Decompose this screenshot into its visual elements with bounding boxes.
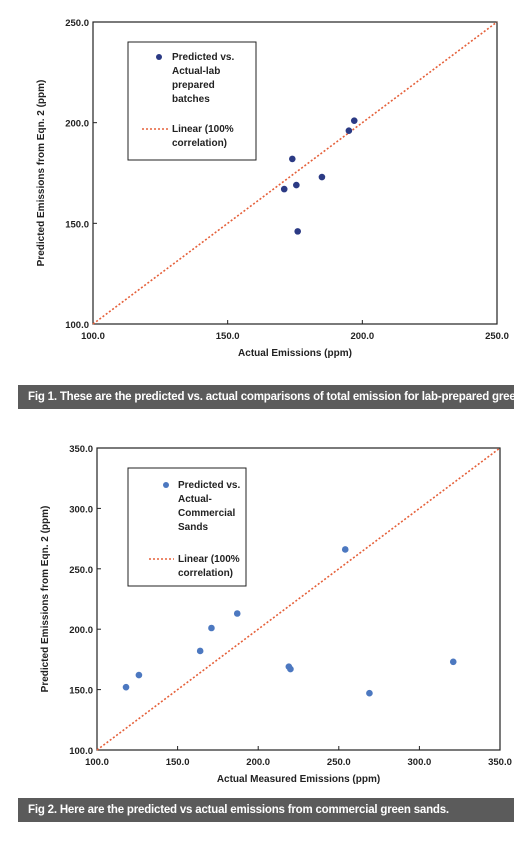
data-point (318, 173, 326, 181)
y-tick-label: 150.0 (69, 686, 93, 697)
legend-label-line: correlation) (172, 138, 227, 149)
data-point (287, 665, 294, 673)
data-point (122, 683, 130, 691)
data-point (366, 689, 373, 697)
y-tick-label: 100.0 (65, 320, 89, 331)
x-tick-label: 100.0 (85, 757, 109, 768)
legend-label-points: Predicted vs. (178, 480, 240, 491)
legend-label-points: prepared (172, 80, 215, 91)
data-point (233, 610, 241, 617)
y-axis-label: Predicted Emissions from Eqn. 2 (ppm) (36, 80, 47, 267)
y-tick-label: 200.0 (65, 119, 89, 130)
y-tick-label: 100.0 (69, 746, 93, 757)
data-point (208, 624, 215, 632)
legend-label-line: Linear (100% (172, 124, 234, 135)
x-tick-label: 150.0 (216, 331, 240, 342)
y-tick-label: 250.0 (69, 565, 93, 576)
legend-label-points: Predicted vs. (172, 52, 234, 63)
y-tick-label: 300.0 (69, 504, 93, 515)
data-point (341, 546, 349, 553)
legend-box (127, 41, 257, 161)
x-tick-label: 100.0 (81, 331, 105, 342)
y-tick-label: 200.0 (69, 625, 93, 636)
figure-1-caption: Fig 1. These are the predicted vs. actua… (18, 385, 514, 409)
data-point (350, 117, 358, 124)
legend-label-points: Actual- (178, 494, 212, 505)
y-axis-label: Predicted Emissions from Eqn. 2 (ppm) (40, 506, 51, 693)
data-point (293, 181, 300, 189)
data-point (196, 647, 204, 655)
x-tick-label: 150.0 (166, 757, 190, 768)
y-tick-label: 150.0 (65, 219, 89, 230)
chart-1-svg: 100.0 150.0 200.0 250.0 100.0 150.0 200.0 250.0… (36, 18, 509, 359)
legend-label-points: Actual-lab (172, 66, 220, 77)
figure-2-caption: Fig 2. Here are the predicted vs actual … (18, 798, 514, 822)
legend-marker-points (163, 482, 169, 488)
y-tick-label: 250.0 (65, 18, 89, 29)
legend-marker-points (156, 54, 162, 60)
x-tick-label: 250.0 (327, 757, 351, 768)
legend-label-points: Commercial (178, 508, 235, 519)
data-point (294, 228, 301, 235)
x-tick-label: 300.0 (408, 757, 432, 768)
chart-2-svg: 100.0 150.0 200.0 250.0 300.0 350.0 100.0 150.0… (40, 444, 512, 785)
figure-1: 100.0 150.0 200.0 250.0 100.0 150.0 200.0 250.0… (0, 0, 526, 410)
figure-2: 100.0 150.0 200.0 250.0 300.0 350.0 100.0 150.0… (0, 420, 526, 830)
legend-box (127, 467, 247, 587)
y-tick-label: 350.0 (69, 444, 93, 455)
x-axis-label: Actual Measured Emissions (ppm) (217, 774, 380, 785)
legend-label-line: correlation) (178, 568, 233, 579)
data-point (280, 185, 288, 193)
legend-label-points: Sands (178, 522, 208, 533)
data-point (345, 127, 353, 135)
x-tick-label: 350.0 (488, 757, 512, 768)
legend-label-line: Linear (100% (178, 554, 240, 565)
data-point (449, 658, 457, 666)
legend-label-points: batches (172, 94, 210, 105)
data-point (289, 155, 296, 163)
data-point (135, 671, 143, 679)
x-tick-label: 200.0 (350, 331, 374, 342)
x-axis-label: Actual Emissions (ppm) (238, 348, 352, 359)
x-tick-label: 200.0 (246, 757, 270, 768)
correlation-line (92, 21, 498, 325)
x-tick-label: 250.0 (485, 331, 509, 342)
